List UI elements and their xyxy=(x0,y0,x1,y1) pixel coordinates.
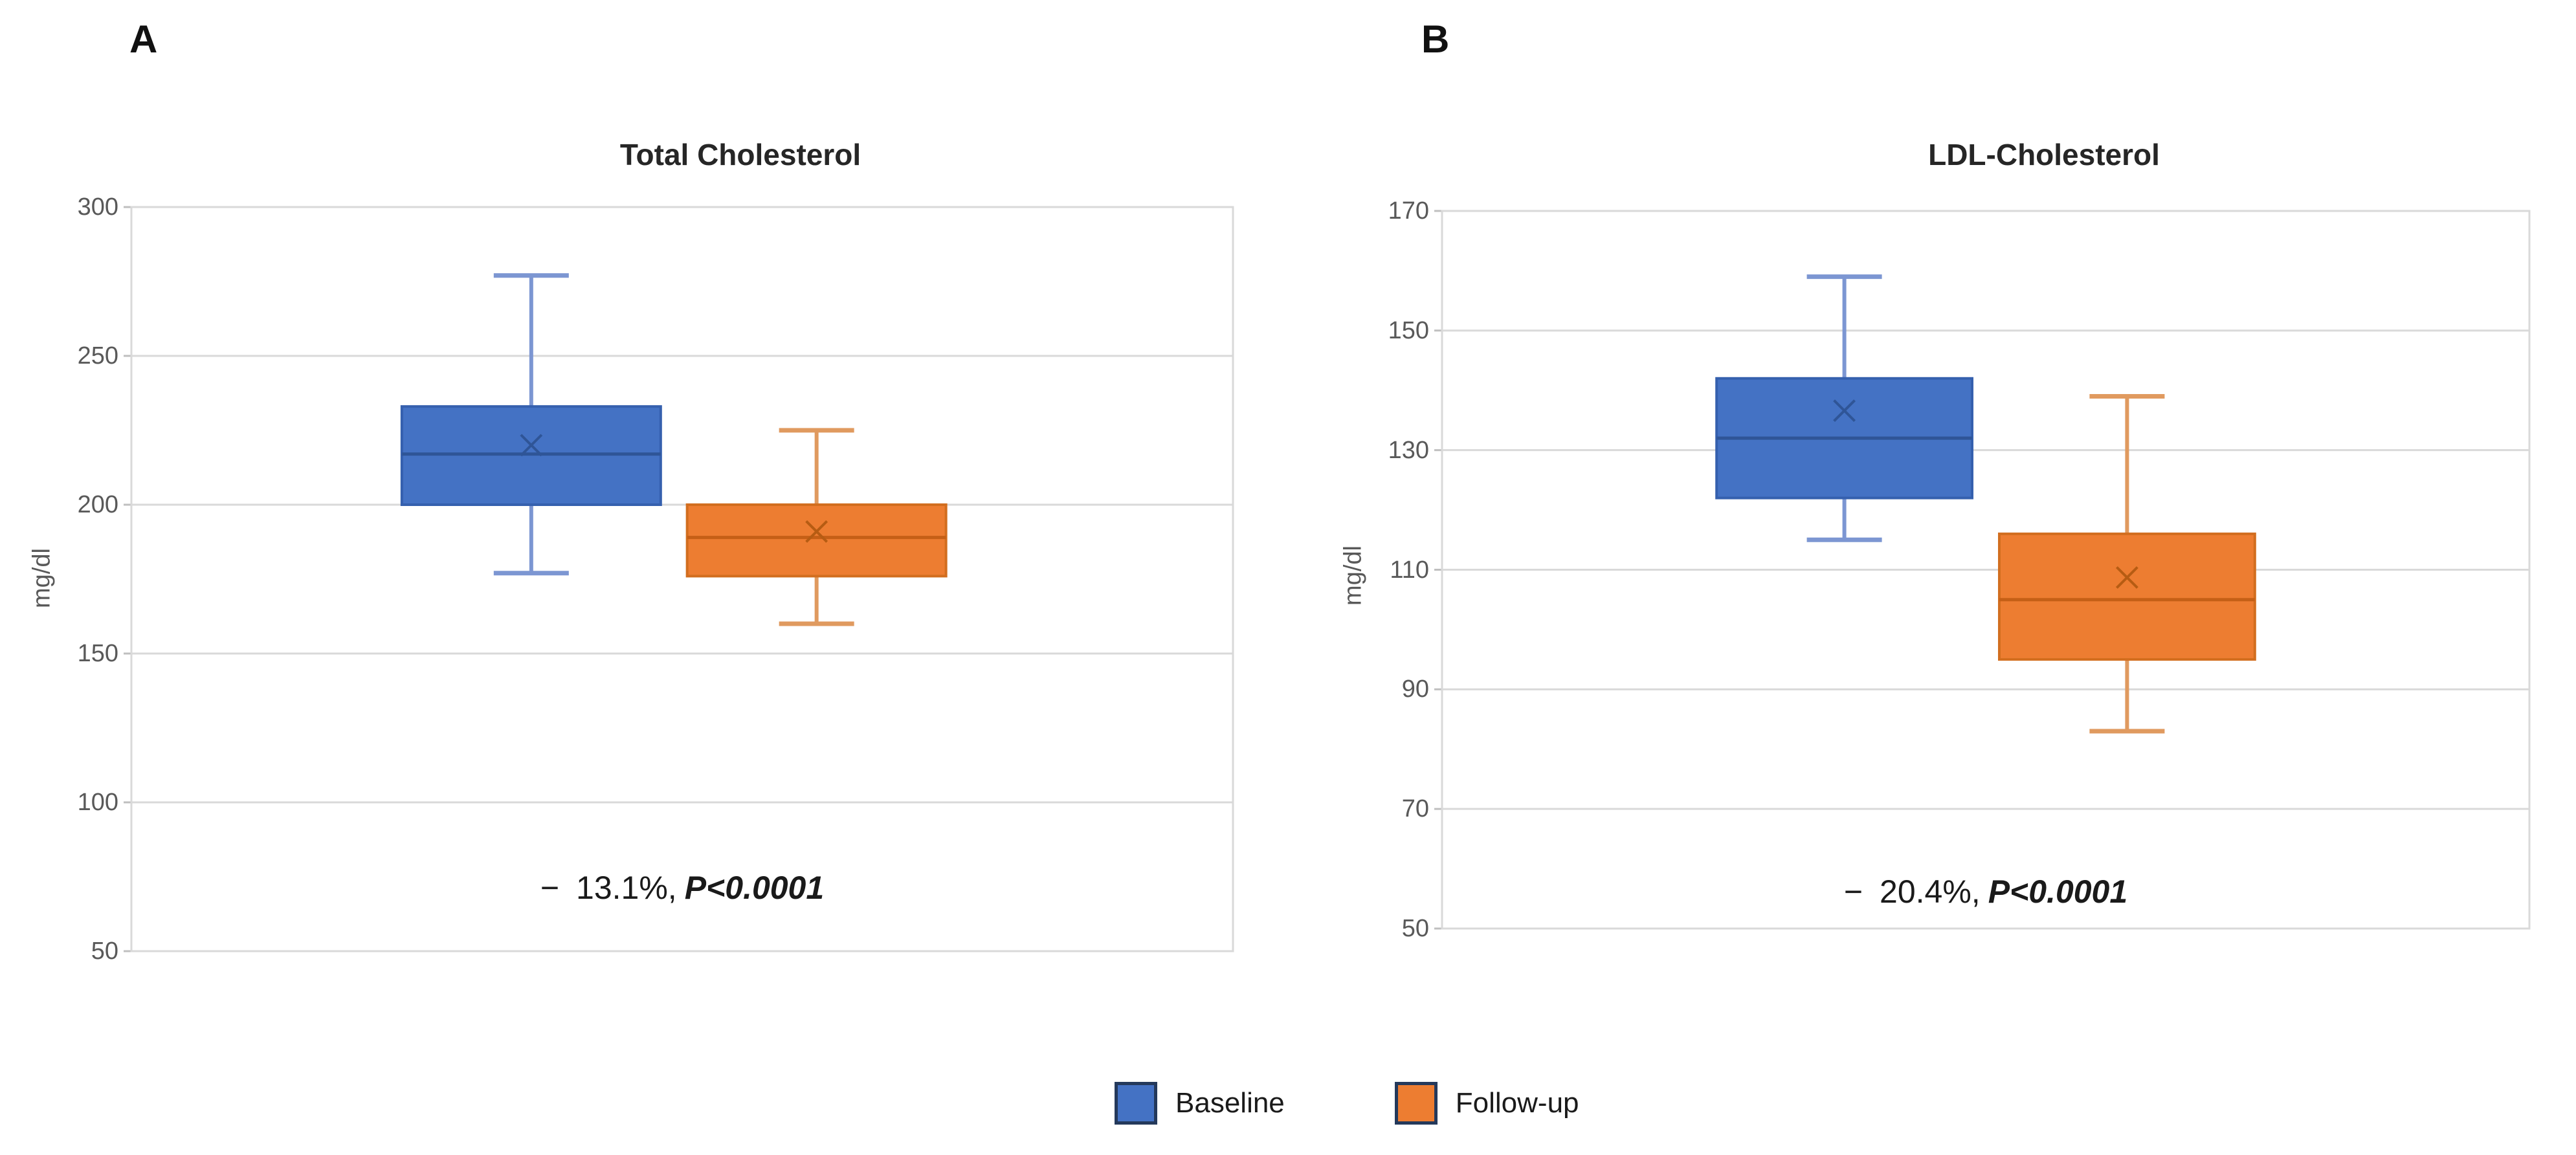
panel-a-annotation-change: 13.1%, xyxy=(576,870,677,906)
panel-a-plot xyxy=(124,206,1234,952)
mean-x-marker xyxy=(805,520,828,543)
followup-swatch-icon xyxy=(1394,1082,1438,1125)
panel-a-annotation-minus: − xyxy=(540,870,560,906)
iqr-box xyxy=(1998,533,2256,661)
y-tick-label: 170 xyxy=(1388,197,1429,225)
y-tick-label: 100 xyxy=(77,789,118,816)
y-tick-label: 300 xyxy=(77,193,118,221)
legend-label-followup: Follow-up xyxy=(1455,1087,1579,1119)
legend-label-baseline: Baseline xyxy=(1175,1087,1285,1119)
panel-b-annotation-minus: − xyxy=(1843,874,1863,910)
y-tick-label: 70 xyxy=(1401,795,1429,823)
legend: Baseline Follow-up xyxy=(1115,1082,1579,1125)
y-tick-label: 50 xyxy=(1401,915,1429,942)
box-plot-baseline xyxy=(1715,274,1973,542)
panel-b-letter: B xyxy=(1421,17,1450,61)
panel-a-y-axis-title: mg/dl xyxy=(28,548,56,608)
legend-item-followup: Follow-up xyxy=(1394,1082,1579,1125)
mean-x-marker xyxy=(1833,399,1856,423)
panel-b-annotation-pvalue: P<0.0001 xyxy=(1988,874,2128,910)
y-tick-label: 90 xyxy=(1401,676,1429,703)
panel-a-letter: A xyxy=(129,17,158,61)
panel-b-annotation: −20.4%, P<0.0001 xyxy=(1844,873,2127,910)
mean-x-marker xyxy=(2115,566,2138,589)
plot-border xyxy=(130,206,1234,952)
panel-a-annotation: −13.1%, P<0.0001 xyxy=(540,869,824,907)
iqr-box xyxy=(685,503,948,578)
panel-a-title: Total Cholesterol xyxy=(619,138,861,171)
panel-b-plot xyxy=(1434,210,2531,930)
box-plot-follow-up xyxy=(685,428,948,626)
y-tick-label: 110 xyxy=(1390,556,1429,584)
panel-b-title: LDL-Cholesterol xyxy=(1928,138,2160,171)
box-plot-follow-up xyxy=(1998,393,2256,734)
y-tick-label: 50 xyxy=(91,938,118,965)
y-tick-label: 150 xyxy=(1388,316,1429,344)
y-tick-label: 150 xyxy=(77,640,118,667)
panel-b-annotation-change: 20.4%, xyxy=(1880,874,1981,910)
box-plot-baseline xyxy=(400,273,662,576)
legend-item-baseline: Baseline xyxy=(1115,1082,1285,1125)
baseline-swatch-icon xyxy=(1115,1082,1157,1125)
y-tick-label: 250 xyxy=(77,342,118,369)
plot-border xyxy=(1441,210,2531,930)
y-tick-label: 200 xyxy=(77,491,118,518)
mean-x-marker xyxy=(520,434,543,457)
panel-a-annotation-pvalue: P<0.0001 xyxy=(684,870,825,906)
y-tick-label: 130 xyxy=(1388,436,1429,464)
